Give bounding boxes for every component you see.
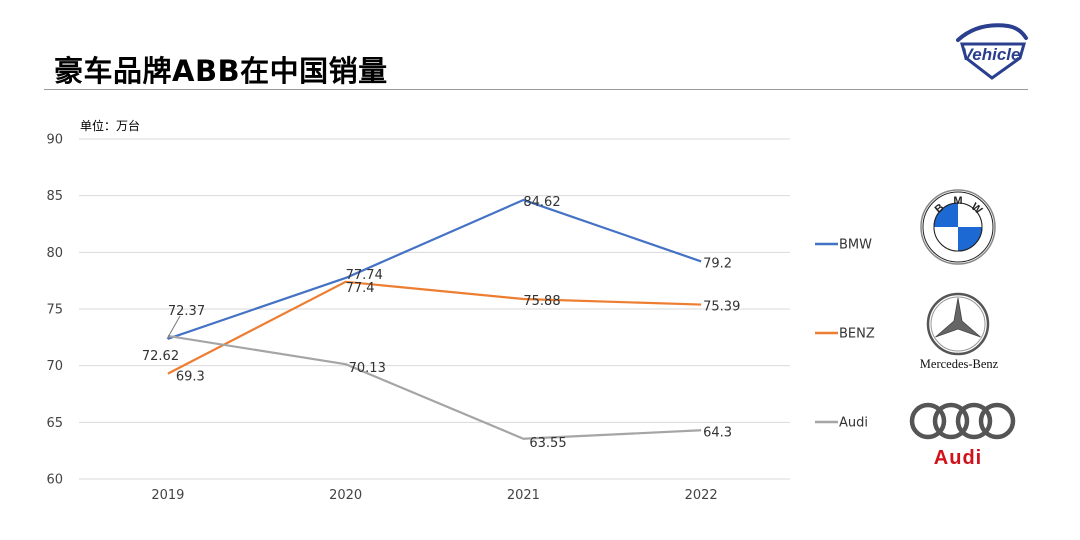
- data-label-audi-2021: 63.55: [529, 436, 566, 451]
- audi-text: Audi: [934, 447, 982, 469]
- vehicle-logo-car-roof-icon: [956, 23, 1028, 42]
- series-line-audi: [167, 334, 702, 440]
- x-tick-label-2021: 2021: [507, 488, 540, 503]
- data-label-bmw-2021: 84.62: [523, 195, 560, 210]
- mercedes-text: Mercedes-Benz: [920, 357, 999, 371]
- mercedes-logo: Mercedes-Benz: [920, 292, 999, 371]
- y-axis-ticks: 60 65 70 75 80 85 90: [46, 133, 63, 488]
- grid-lines: [79, 138, 790, 480]
- legend: BMW BENZ Audi: [815, 238, 875, 431]
- y-tick-label-90: 90: [46, 133, 63, 148]
- data-label-bmw-2022: 79.2: [703, 256, 732, 271]
- data-label-audi-2019: 72.62: [142, 349, 179, 364]
- series-line-benz: [167, 280, 702, 375]
- y-tick-label-70: 70: [46, 359, 63, 374]
- vehicle-logo-shield-icon: [960, 42, 1026, 80]
- data-label-audi-2022: 64.3: [703, 425, 732, 440]
- page-title: 豪车品牌ABB在中国销量: [54, 54, 388, 88]
- title-divider: [44, 89, 1028, 90]
- vehicle-logo-text: Vehicle: [962, 45, 1021, 64]
- data-labels: 72.37 77.74 84.62 79.2 69.3 77.4 75.88 75.39 72.…: [142, 195, 740, 451]
- legend-label-audi: Audi: [839, 416, 868, 431]
- series-lines: [167, 198, 702, 440]
- mercedes-star-icon: [935, 297, 981, 338]
- y-tick-label-85: 85: [46, 189, 63, 204]
- unit-label: 单位：万台: [80, 118, 140, 133]
- bmw-letter-m: M: [953, 195, 962, 207]
- legend-label-bmw: BMW: [839, 238, 872, 253]
- data-label-benz-2020: 77.4: [346, 281, 375, 296]
- audi-rings-icon: [909, 402, 1016, 440]
- data-label-benz-2019: 69.3: [176, 370, 205, 385]
- x-axis-ticks: 2019 2020 2021 2022: [151, 488, 717, 503]
- data-label-bmw-2020: 77.74: [346, 268, 383, 283]
- vehicle-logo: Vehicle: [956, 23, 1028, 80]
- data-label-benz-2022: 75.39: [703, 300, 740, 315]
- series-line-bmw: [167, 198, 702, 340]
- y-tick-label-80: 80: [46, 246, 63, 261]
- data-label-bmw-2019: 72.37: [168, 304, 205, 319]
- y-tick-label-65: 65: [46, 416, 63, 431]
- y-tick-label-75: 75: [46, 303, 63, 318]
- x-tick-label-2019: 2019: [151, 488, 184, 503]
- label-leader-line: [166, 315, 181, 340]
- data-label-audi-2020: 70.13: [349, 361, 386, 376]
- data-label-benz-2021: 75.88: [523, 294, 560, 309]
- bmw-logo: B M W: [920, 189, 996, 265]
- y-tick-label-60: 60: [46, 473, 63, 488]
- x-tick-label-2022: 2022: [685, 488, 718, 503]
- audi-logo: Audi: [909, 402, 1016, 469]
- x-tick-label-2020: 2020: [329, 488, 362, 503]
- legend-label-benz: BENZ: [839, 327, 875, 342]
